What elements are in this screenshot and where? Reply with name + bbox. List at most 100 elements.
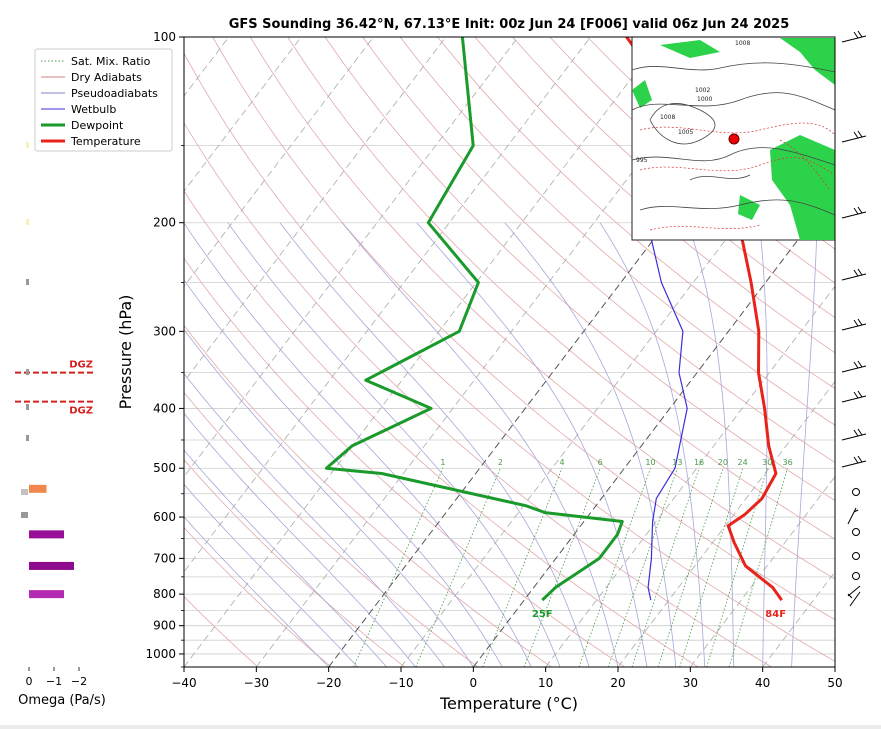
omega-bar	[29, 530, 64, 538]
x-tick-label: −40	[171, 676, 196, 690]
omega-tick-mark	[26, 219, 29, 225]
inset-map-isobar-label: 995	[636, 157, 648, 164]
omega-x-tick-label: −2	[71, 675, 87, 688]
y-tick-label: 500	[153, 461, 176, 475]
x-tick-label: 20	[610, 676, 625, 690]
x-tick-label: 30	[683, 676, 698, 690]
inset-map-isobar-label: 1002	[695, 87, 710, 94]
inset-map-isobar-label: 1005	[678, 129, 693, 136]
inset-map-isobar-label: 1000	[697, 96, 712, 103]
mixing-ratio-label: 16	[694, 458, 704, 467]
omega-x-axis-label: Omega (Pa/s)	[18, 693, 106, 708]
x-tick-label: 50	[827, 676, 842, 690]
mixing-ratio-label: 2	[498, 458, 503, 467]
y-tick-label: 100	[153, 30, 176, 44]
sounding-location-marker	[729, 134, 739, 144]
series-line-dewpoint	[326, 37, 622, 600]
inset-map: 1008 1002 1000 1008 1005 995	[632, 37, 835, 240]
wind-barb	[842, 429, 866, 440]
wind-barb	[842, 31, 866, 42]
chart-title: GFS Sounding 36.42°N, 67.13°E Init: 00z …	[229, 17, 790, 32]
y-tick-label: 400	[153, 401, 176, 415]
mixing-ratio-line	[729, 468, 788, 667]
y-tick-label: 300	[153, 324, 176, 338]
legend-label: Dewpoint	[71, 119, 124, 132]
legend-label: Pseudoadiabats	[71, 87, 158, 100]
wind-barb	[842, 269, 866, 280]
pseudoadiabat-line	[83, 223, 445, 667]
y-tick-label: 700	[153, 551, 176, 565]
omega-tick-mark	[21, 512, 28, 518]
mixing-ratio-line	[354, 468, 443, 667]
omega-bar	[29, 485, 47, 493]
calm-wind-circle	[853, 529, 860, 536]
mixing-ratio-label: 4	[559, 458, 564, 467]
pseudoadiabat-line	[56, 223, 416, 667]
mixing-ratio-label: 1	[440, 458, 445, 467]
dry-adiabat-line	[100, 37, 698, 667]
x-tick-label: −30	[244, 676, 269, 690]
wind-barbs	[835, 31, 866, 667]
legend-label: Sat. Mix. Ratio	[71, 55, 151, 68]
pseudoadiabat-line	[9, 223, 358, 667]
pseudoadiabat-line	[688, 223, 734, 667]
omega-tick-mark	[26, 279, 29, 285]
wind-barb	[842, 207, 866, 218]
y-tick-label: 1000	[145, 647, 176, 661]
wind-barb	[842, 319, 866, 330]
x-tick-label: −20	[316, 676, 341, 690]
mixing-ratio-line	[579, 468, 651, 667]
y-tick-label: 200	[153, 216, 176, 230]
calm-wind-circle	[853, 489, 860, 496]
mixing-ratio-label: 20	[718, 458, 728, 467]
inset-map-isobar-label: 1008	[735, 40, 750, 47]
pseudoadiabat-line	[228, 223, 560, 667]
dgz-label: DGZ	[69, 360, 93, 371]
y-axis-label: Pressure (hPa)	[116, 295, 135, 410]
calm-wind-circle	[853, 573, 860, 580]
pseudoadiabat-line	[31, 223, 386, 667]
omega-tick-mark	[26, 142, 29, 148]
mixing-ratio-label: 24	[738, 458, 748, 467]
calm-wind-circle	[853, 553, 860, 560]
omega-tick-mark	[26, 404, 29, 410]
omega-x-tick-label: −1	[46, 675, 62, 688]
omega-bar	[29, 562, 74, 570]
mixing-ratio-label: 36	[783, 458, 793, 467]
surface-dewpoint-label: 25F	[532, 609, 553, 620]
x-tick-label: 10	[538, 676, 553, 690]
mixing-ratio-label: 30	[762, 458, 772, 467]
wind-barb	[842, 131, 866, 142]
mixing-ratio-line	[707, 468, 768, 667]
legend-label: Wetbulb	[71, 103, 116, 116]
surface-temperature-label: 84F	[765, 609, 786, 620]
omega-x-tick-label: 0	[26, 675, 33, 688]
omega-panel: DGZ DGZ 0 −1 −2 Omega (Pa/s)	[15, 142, 106, 708]
mixing-ratio-label: 10	[645, 458, 655, 467]
inset-map-isobar-label: 1008	[660, 114, 675, 121]
y-tick-label: 900	[153, 619, 176, 633]
omega-tick-mark	[26, 435, 29, 441]
pseudoadiabat-line	[505, 223, 676, 667]
legend-label: Temperature	[70, 135, 141, 148]
y-tick-label: 800	[153, 587, 176, 601]
wind-barb	[842, 456, 866, 467]
mixing-ratio-label: 13	[672, 458, 682, 467]
isotherm-line	[112, 37, 591, 667]
omega-bar	[29, 590, 64, 598]
x-axis-label: Temperature (°C)	[439, 694, 578, 713]
wind-barb	[842, 361, 866, 372]
y-tick-label: 600	[153, 510, 176, 524]
x-tick-label: 0	[470, 676, 478, 690]
mixing-ratio-label: 6	[598, 458, 603, 467]
omega-tick-mark	[21, 489, 28, 495]
wind-barb	[842, 391, 866, 402]
x-tick-label: 40	[755, 676, 770, 690]
x-tick-label: −10	[388, 676, 413, 690]
wind-barb	[848, 508, 858, 524]
dgz-label: DGZ	[69, 406, 93, 417]
omega-tick-mark	[26, 369, 29, 375]
